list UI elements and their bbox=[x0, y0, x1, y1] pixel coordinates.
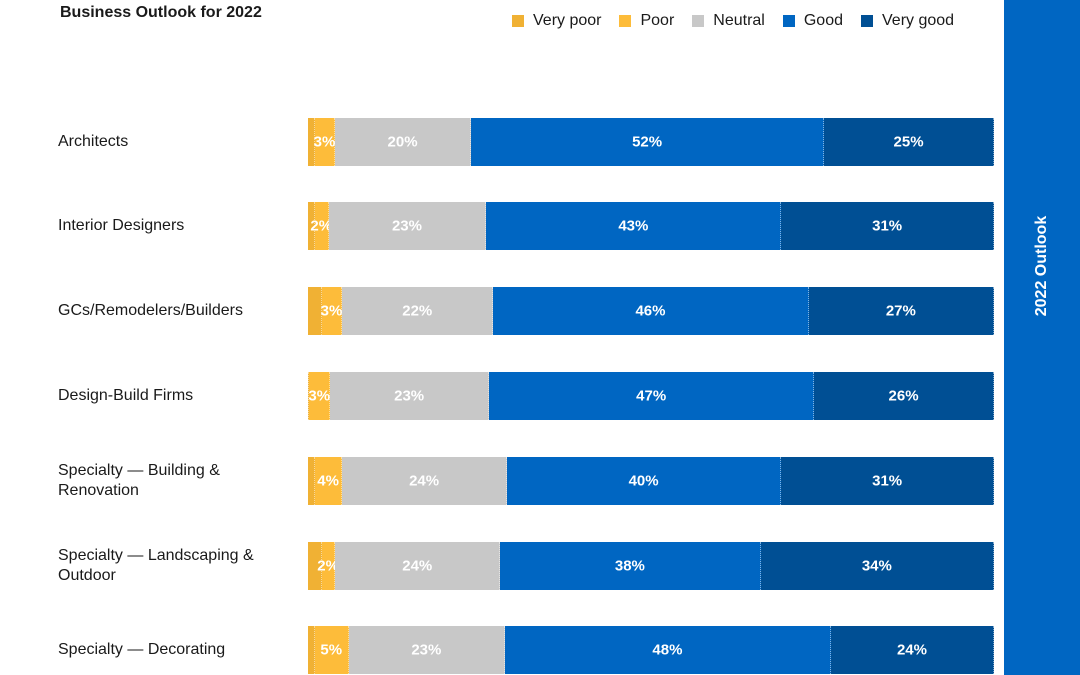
chart-title: Business Outlook for 2022 bbox=[60, 4, 262, 21]
stacked-bar: 2% 24% 38% 34% bbox=[308, 542, 994, 590]
bar-segment-poor: 3% bbox=[308, 372, 331, 420]
data-label: 5% bbox=[320, 641, 343, 659]
data-label: 27% bbox=[885, 302, 916, 320]
bar-segment-neutral: 23% bbox=[330, 372, 490, 420]
bar-segment-poor: 3% bbox=[313, 118, 336, 166]
category-label: Design-Build Firms bbox=[58, 387, 194, 404]
legend-item: Neutral bbox=[692, 12, 765, 30]
legend-swatch bbox=[619, 15, 632, 27]
legend-item: Good bbox=[782, 12, 843, 30]
data-label: 38% bbox=[614, 557, 645, 575]
legend-label: Neutral bbox=[713, 12, 765, 29]
bar-segment-poor: 2% bbox=[317, 542, 339, 590]
data-label: 23% bbox=[394, 387, 425, 405]
bar-segment-very-poor bbox=[308, 626, 315, 674]
bar-segment-very-poor bbox=[308, 542, 322, 590]
data-label: 26% bbox=[888, 387, 919, 405]
legend-label: Good bbox=[803, 12, 843, 29]
bar-segment-neutral: 20% bbox=[335, 118, 471, 166]
bar-segment-good: 40% bbox=[506, 457, 782, 505]
bar-segment-poor: 5% bbox=[314, 626, 349, 674]
data-label: 31% bbox=[872, 472, 903, 490]
bar-segment-poor: 4% bbox=[314, 457, 343, 505]
bar-segment-poor: 3% bbox=[320, 287, 343, 335]
data-label: 3% bbox=[313, 133, 336, 151]
stacked-bar: 4% 24% 40% 31% bbox=[308, 457, 994, 505]
bar-segment-good: 47% bbox=[489, 372, 815, 420]
bar-segment-good: 38% bbox=[500, 542, 761, 590]
legend-swatch bbox=[861, 15, 873, 27]
category-label: Specialty — Building & Renovation bbox=[58, 462, 220, 499]
data-label: 24% bbox=[896, 641, 927, 659]
bar-segment-very-good: 31% bbox=[781, 202, 994, 250]
bar-segment-poor: 2% bbox=[310, 202, 332, 250]
bar-segment-good: 46% bbox=[493, 287, 809, 335]
legend: Very poor Poor Neutral Good Very good bbox=[512, 12, 972, 30]
legend-item: Very good bbox=[861, 12, 954, 30]
data-label: 23% bbox=[411, 641, 442, 659]
legend-item: Very poor bbox=[512, 12, 601, 30]
data-label: 2% bbox=[310, 217, 333, 235]
data-label: 23% bbox=[391, 217, 422, 235]
data-label: 43% bbox=[618, 217, 649, 235]
data-label: 20% bbox=[387, 133, 418, 151]
bar-segment-very-good: 26% bbox=[814, 372, 994, 420]
data-label: 47% bbox=[636, 387, 667, 405]
bar-segment-very-poor bbox=[308, 202, 315, 250]
stacked-bar: 2% 23% 43% 31% bbox=[308, 202, 994, 250]
bar-segment-very-poor bbox=[308, 118, 315, 166]
category-label: GCs/Remodelers/Builders bbox=[58, 302, 243, 319]
data-label: 52% bbox=[632, 133, 663, 151]
data-label: 46% bbox=[635, 302, 666, 320]
bar-segment-neutral: 24% bbox=[342, 457, 507, 505]
stacked-bar: 3% 20% 52% 25% bbox=[308, 118, 994, 166]
bar-segment-very-good: 31% bbox=[781, 457, 994, 505]
legend-label: Very good bbox=[882, 12, 955, 29]
side-panel-label: 2022 Outlook bbox=[1033, 215, 1050, 317]
data-label: 3% bbox=[308, 387, 331, 405]
bar-segment-good: 48% bbox=[504, 626, 831, 674]
legend-label: Poor bbox=[640, 12, 675, 29]
stacked-bar: 3% 23% 47% 26% bbox=[308, 372, 994, 420]
data-label: 2% bbox=[317, 557, 339, 575]
data-label: 24% bbox=[409, 472, 440, 490]
bar-segment-very-good: 24% bbox=[830, 626, 994, 674]
bar-segment-very-good: 34% bbox=[760, 542, 994, 590]
data-label: 22% bbox=[402, 302, 433, 320]
bar-segment-neutral: 22% bbox=[342, 287, 494, 335]
stacked-bar: 3% 22% 46% 27% bbox=[308, 287, 994, 335]
legend-swatch bbox=[782, 15, 795, 27]
category-label: Interior Designers bbox=[58, 217, 185, 234]
bar-segment-very-poor bbox=[308, 372, 310, 420]
data-label: 40% bbox=[628, 472, 659, 490]
legend-swatch bbox=[692, 15, 705, 27]
bar-segment-very-poor bbox=[308, 457, 315, 505]
data-label: 25% bbox=[893, 133, 924, 151]
data-label: 34% bbox=[861, 557, 892, 575]
data-label: 31% bbox=[872, 217, 903, 235]
bar-segment-very-poor bbox=[308, 287, 322, 335]
data-label: 24% bbox=[402, 557, 433, 575]
category-label: Specialty — Decorating bbox=[58, 641, 226, 658]
bar-segment-very-good: 25% bbox=[824, 118, 994, 166]
legend-swatch bbox=[512, 15, 524, 27]
bar-segment-very-good: 27% bbox=[808, 287, 994, 335]
legend-item: Poor bbox=[619, 12, 674, 30]
bar-segment-good: 52% bbox=[470, 118, 825, 166]
side-panel: 2022 Outlook bbox=[1004, 0, 1080, 675]
legend-label: Very poor bbox=[533, 12, 602, 29]
data-label: 3% bbox=[320, 302, 343, 320]
bar-segment-neutral: 23% bbox=[348, 626, 505, 674]
bar-segment-neutral: 23% bbox=[328, 202, 487, 250]
bar-segment-neutral: 24% bbox=[335, 542, 501, 590]
category-label: Specialty — Landscaping & Outdoor bbox=[58, 547, 254, 584]
stacked-bar: 5% 23% 48% 24% bbox=[308, 626, 994, 674]
data-label: 48% bbox=[652, 641, 683, 659]
data-label: 4% bbox=[317, 472, 339, 490]
bar-segment-good: 43% bbox=[486, 202, 782, 250]
category-label: Architects bbox=[58, 133, 129, 150]
